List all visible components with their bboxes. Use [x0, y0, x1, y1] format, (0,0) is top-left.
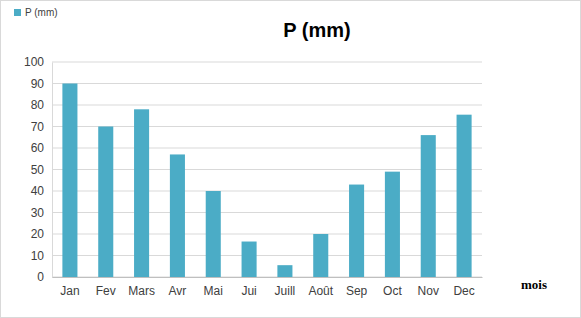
y-tick: 0: [37, 270, 52, 284]
bar: [62, 84, 77, 278]
y-tick: 20: [31, 227, 52, 241]
y-tick-label: 70: [31, 120, 45, 134]
grid-line: [52, 83, 482, 84]
bar: [277, 265, 292, 277]
bar: [349, 185, 364, 277]
x-tick-label: Oct: [383, 284, 402, 298]
x-tick: Sep: [346, 277, 368, 298]
y-tick-label: 40: [31, 184, 45, 198]
y-tick: 80: [31, 98, 52, 112]
x-tick: Oct: [383, 277, 402, 298]
y-tick-label: 50: [31, 163, 45, 177]
y-tick: 50: [31, 163, 52, 177]
x-tick: Juill: [275, 277, 296, 298]
y-tick-label: 80: [31, 98, 45, 112]
x-tick-label: Jui: [241, 284, 256, 298]
legend-label: P (mm): [25, 7, 58, 18]
x-tick-label: Dec: [453, 284, 474, 298]
bar: [242, 242, 257, 277]
legend-swatch: [14, 9, 21, 16]
x-tick-label: Jan: [60, 284, 79, 298]
bar: [421, 135, 436, 277]
y-tick: 100: [24, 55, 52, 69]
x-tick: Mai: [204, 277, 223, 298]
grid-line: [52, 277, 482, 278]
y-tick-label: 100: [24, 55, 44, 69]
y-tick: 30: [31, 206, 52, 220]
bar: [98, 127, 113, 278]
y-tick-label: 30: [31, 206, 45, 220]
bar: [134, 109, 149, 277]
x-tick: Nov: [418, 277, 439, 298]
x-tick-label: Mars: [128, 284, 155, 298]
grid-line: [52, 105, 482, 106]
legend: P (mm): [14, 7, 58, 18]
bars: [62, 84, 471, 278]
grid-line: [52, 234, 482, 235]
grid-line: [52, 169, 482, 170]
y-tick: 40: [31, 184, 52, 198]
x-tick-label: Nov: [418, 284, 439, 298]
y-tick: 10: [31, 249, 52, 263]
y-tick: 60: [31, 141, 52, 155]
bar: [170, 154, 185, 277]
x-tick: Avr: [169, 277, 187, 298]
x-axis-line: [53, 277, 483, 278]
chart: 0 10 20 30 40 50 60 70 80 90 100 Jan Fev Mars Avr Mai Ju…: [0, 0, 581, 318]
x-tick: Dec: [453, 277, 474, 298]
x-tick: Mars: [128, 277, 155, 298]
grid-line: [52, 191, 482, 192]
y-tick-label: 10: [31, 249, 45, 263]
grid-line: [52, 126, 482, 127]
x-tick-label: Juill: [275, 284, 296, 298]
x-tick: Août: [308, 277, 333, 298]
x-axis: Jan Fev Mars Avr Mai Jui Juill Août Sep Oct Nov Dec: [53, 277, 483, 298]
x-tick: Fev: [96, 277, 116, 298]
bar: [313, 234, 328, 277]
grid-line: [52, 148, 482, 149]
x-tick-label: Avr: [169, 284, 187, 298]
y-tick: 90: [31, 77, 52, 91]
x-tick: Jan: [60, 277, 79, 298]
x-tick: Jui: [241, 277, 256, 298]
y-tick-label: 20: [31, 227, 45, 241]
grid-line: [52, 62, 482, 63]
x-tick-label: Fev: [96, 284, 116, 298]
grid: [52, 62, 482, 277]
title: P (mm): [283, 19, 350, 41]
y-axis: 0 10 20 30 40 50 60 70 80 90 100: [24, 55, 53, 284]
x-tick-label: Sep: [346, 284, 368, 298]
y-axis-line: [52, 63, 53, 278]
x-tick-label: Mai: [204, 284, 223, 298]
y-tick-label: 60: [31, 141, 45, 155]
grid-line: [52, 255, 482, 256]
x-tick-label: Août: [308, 284, 333, 298]
y-tick-label: 0: [37, 270, 44, 284]
y-tick-label: 90: [31, 77, 45, 91]
grid-line: [52, 212, 482, 213]
bar: [385, 172, 400, 277]
bar: [457, 115, 472, 277]
x-axis-title: mois: [521, 277, 547, 292]
bar: [206, 191, 221, 277]
y-tick: 70: [31, 120, 52, 134]
chart-border: [1, 1, 581, 318]
